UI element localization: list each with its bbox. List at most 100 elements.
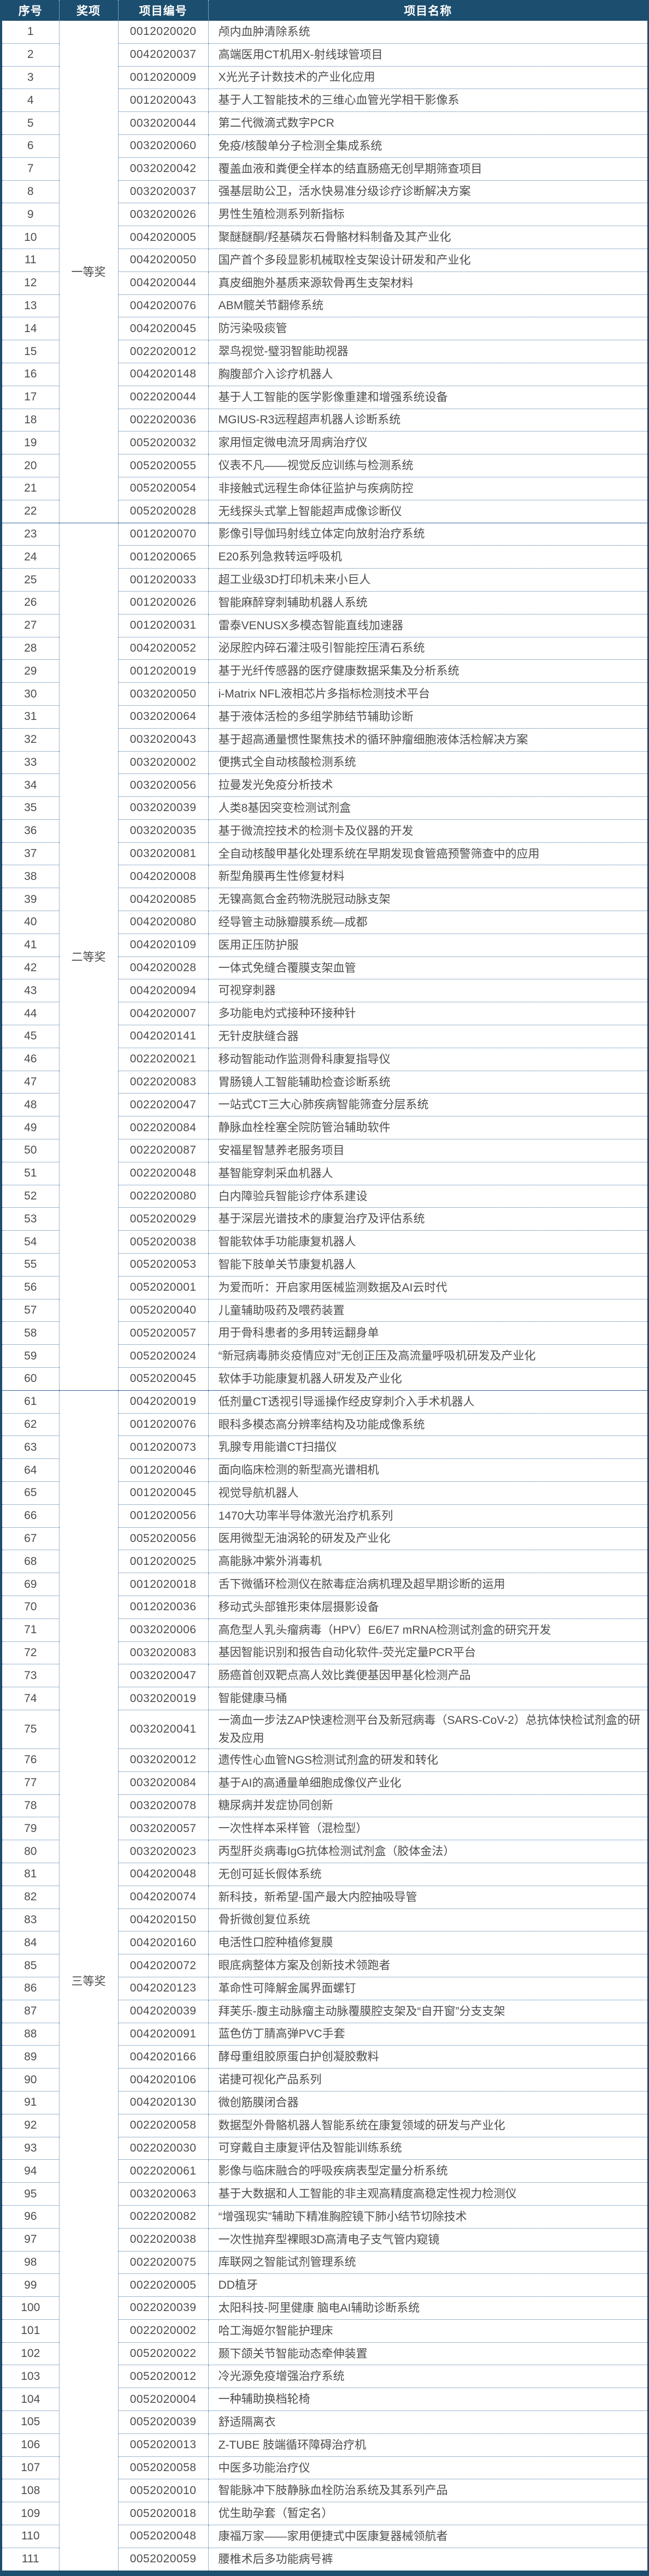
table-row: 17 0022020044 基于人工智能的医学影像重建和增强系统设备 bbox=[1, 385, 649, 409]
project-code-cell: 0042020005 bbox=[117, 226, 209, 249]
table-row: 69 0012020018 舌下微循环检测仪在脓毒症治病机理及超早期诊断的运用 bbox=[1, 1573, 649, 1596]
serial-number-cell: 6 bbox=[1, 134, 60, 158]
project-name-cell: 拉曼发光免疫分析技术 bbox=[208, 773, 649, 797]
serial-number-cell: 88 bbox=[1, 2022, 60, 2046]
table-row: 59 0052020024 “新冠病毒肺炎疫情应对”无创正压及高流量呼吸机研发及产业… bbox=[1, 1344, 649, 1368]
project-code-cell: 0032020047 bbox=[117, 1664, 209, 1688]
table-header: 序号 奖项 项目编号 项目名称 bbox=[1, 0, 648, 21]
serial-number-cell: 66 bbox=[1, 1504, 60, 1528]
project-code-cell: 0032020044 bbox=[117, 111, 209, 135]
project-name-cell: 无针皮肤缝合器 bbox=[208, 1025, 649, 1048]
serial-number-cell: 13 bbox=[1, 294, 60, 318]
table-row: 79 0032020057 一次性样本采样管（混检型） bbox=[1, 1817, 649, 1841]
project-name-cell: 电活性口腔种植修复膜 bbox=[208, 1931, 649, 1955]
project-name-cell: 新科技，新希望-国产最大内腔抽吸导管 bbox=[208, 1885, 649, 1909]
table-row: 88 0042020091 蓝色仿丁腈高弹PVC手套 bbox=[1, 2022, 649, 2046]
serial-number-cell: 67 bbox=[1, 1527, 60, 1551]
project-code-cell: 0012020026 bbox=[117, 590, 209, 615]
serial-number-cell: 70 bbox=[1, 1595, 60, 1619]
project-name-cell: 基智能穿刺采血机器人 bbox=[208, 1161, 649, 1185]
serial-number-cell: 59 bbox=[1, 1344, 60, 1368]
project-code-cell: 0052020022 bbox=[117, 2342, 209, 2366]
table-row: 34 0032020056 拉曼发光免疫分析技术 bbox=[1, 773, 649, 797]
project-code-cell: 0032020035 bbox=[117, 819, 209, 843]
project-code-cell: 0052020018 bbox=[117, 2502, 209, 2526]
project-name-cell: 胃肠镜人工智能辅助检查诊断系统 bbox=[208, 1070, 649, 1094]
project-name-cell: 一种辅助换档轮椅 bbox=[208, 2388, 649, 2412]
serial-number-cell: 58 bbox=[1, 1321, 60, 1345]
serial-number-cell: 77 bbox=[1, 1771, 60, 1795]
serial-number-cell: 18 bbox=[1, 408, 60, 432]
table-row: 32 0032020043 基于超高通量惯性聚焦技术的循环肿瘤细胞液体活检解决方案 bbox=[1, 728, 649, 752]
project-name-cell: E20系列急救转运呼吸机 bbox=[208, 545, 649, 569]
project-name-cell: 蓝色仿丁腈高弹PVC手套 bbox=[208, 2022, 649, 2046]
project-name-cell: 基因智能识别和报告自动化软件-荧光定量PCR平台 bbox=[208, 1641, 649, 1665]
project-name-cell: 舌下微循环检测仪在脓毒症治病机理及超早期诊断的运用 bbox=[208, 1573, 649, 1596]
project-name-cell: 仪表不凡——视觉反应训练与检测系统 bbox=[208, 454, 649, 477]
project-code-cell: 0052020056 bbox=[117, 1527, 209, 1551]
project-code-cell: 0032020084 bbox=[117, 1771, 209, 1795]
table-row: 29 0012020019 基于光纤传感器的医疗健康数据采集及分析系统 bbox=[1, 659, 649, 683]
table-row: 38 0042020008 新型角膜再生性修复材料 bbox=[1, 865, 649, 889]
project-name-cell: 可穿戴自主康复评估及智能训练系统 bbox=[208, 2136, 649, 2160]
project-name-cell: 数据型外骨骼机器人智能系统在康复领域的研发与产业化 bbox=[208, 2113, 649, 2137]
table-row: 18 0022020036 MGIUS-R3远程超声机器人诊断系统 bbox=[1, 408, 649, 432]
project-code-cell: 0012020070 bbox=[117, 522, 209, 546]
serial-number-cell: 56 bbox=[1, 1275, 60, 1299]
project-name-cell: 基于人工智能技术的三维心血管光学相干影像系 bbox=[208, 88, 649, 113]
project-code-cell: 0042020048 bbox=[117, 1862, 209, 1886]
table-row: 12 0042020044 真皮细胞外基质来源软骨再生支架材料 bbox=[1, 271, 649, 295]
serial-number-cell: 64 bbox=[1, 1458, 60, 1482]
serial-number-cell: 60 bbox=[1, 1367, 60, 1391]
award-cell: 二等奖 bbox=[58, 522, 119, 1391]
project-code-cell: 0032020012 bbox=[117, 1748, 209, 1772]
table-row: 24 0012020065 E20系列急救转运呼吸机 bbox=[1, 545, 649, 569]
table-row: 72 0032020083 基因智能识别和报告自动化软件-荧光定量PCR平台 bbox=[1, 1641, 649, 1665]
serial-number-cell: 30 bbox=[1, 682, 60, 706]
project-name-cell: 颅内血肿清除系统 bbox=[208, 21, 649, 44]
project-code-cell: 0052020058 bbox=[117, 2456, 209, 2480]
serial-number-cell: 43 bbox=[1, 979, 60, 1003]
project-code-cell: 0052020029 bbox=[117, 1207, 209, 1231]
project-code-cell: 0012020009 bbox=[117, 66, 209, 90]
project-code-cell: 0042020050 bbox=[117, 248, 209, 272]
table-row: 90 0042020106 诺捷可视化产品系列 bbox=[1, 2068, 649, 2091]
serial-number-cell: 106 bbox=[1, 2433, 60, 2457]
column-header-3: 项目名称 bbox=[208, 0, 648, 21]
project-name-cell: Z-TUBE 肢端循环障碍治疗机 bbox=[208, 2433, 649, 2457]
project-name-cell: 免疫/核酸单分子检测全集成系统 bbox=[208, 134, 649, 158]
project-code-cell: 0052020059 bbox=[117, 2547, 209, 2574]
project-code-cell: 0052020057 bbox=[117, 1321, 209, 1345]
project-code-cell: 0012020031 bbox=[117, 613, 209, 637]
project-code-cell: 0042020141 bbox=[117, 1025, 209, 1048]
project-name-cell: 基于深层光谱技术的康复治疗及评估系统 bbox=[208, 1207, 649, 1231]
serial-number-cell: 12 bbox=[1, 271, 60, 295]
serial-number-cell: 41 bbox=[1, 933, 60, 957]
project-code-cell: 0032020081 bbox=[117, 842, 209, 866]
project-name-cell: 1470大功率半导体激光治疗机系列 bbox=[208, 1504, 649, 1528]
serial-number-cell: 96 bbox=[1, 2205, 60, 2229]
project-name-cell: 诺捷可视化产品系列 bbox=[208, 2068, 649, 2091]
table-row: 61 三等奖 0042020019 低剂量CT透视引导遥操作经皮穿刺介入手术机器人 bbox=[1, 1390, 649, 2574]
project-code-cell: 0042020148 bbox=[117, 362, 209, 386]
serial-number-cell: 89 bbox=[1, 2045, 60, 2069]
serial-number-cell: 61 bbox=[1, 1390, 60, 1414]
serial-number-cell: 99 bbox=[1, 2273, 60, 2297]
table-row: 66 0012020056 1470大功率半导体激光治疗机系列 bbox=[1, 1504, 649, 1528]
table-body: 1 一等奖 0012020020 颅内血肿清除系统 2 0042020037 高端医用CT机… bbox=[1, 21, 649, 2574]
serial-number-cell: 81 bbox=[1, 1862, 60, 1886]
project-name-cell: 糖尿病并发症协同创新 bbox=[208, 1794, 649, 1818]
serial-number-cell: 42 bbox=[1, 956, 60, 980]
project-code-cell: 0042020160 bbox=[117, 1931, 209, 1955]
project-name-cell: 高端医用CT机用X-射线球管项目 bbox=[208, 43, 649, 67]
project-name-cell: X光光子计数技术的产业化应用 bbox=[208, 66, 649, 90]
serial-number-cell: 94 bbox=[1, 2159, 60, 2183]
serial-number-cell: 26 bbox=[1, 590, 60, 615]
project-name-cell: 微创筋膜闭合器 bbox=[208, 2090, 649, 2114]
project-code-cell: 0052020054 bbox=[117, 476, 209, 500]
project-name-cell: 眼底病整体方案及创新技术领跑者 bbox=[208, 1954, 649, 1977]
project-name-cell: 男性生殖检测系列新指标 bbox=[208, 203, 649, 227]
serial-number-cell: 93 bbox=[1, 2136, 60, 2160]
serial-number-cell: 86 bbox=[1, 1976, 60, 2000]
project-code-cell: 0042020074 bbox=[117, 1885, 209, 1909]
